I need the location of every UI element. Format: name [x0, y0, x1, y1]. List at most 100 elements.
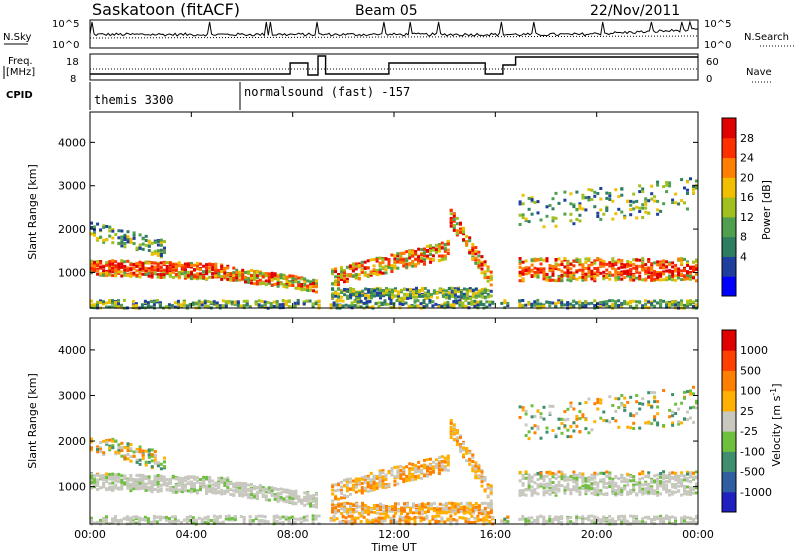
power-cell-1036 — [446, 252, 450, 255]
velocity-cell-1429 — [459, 443, 462, 447]
power-cell-1805 — [638, 258, 642, 262]
power-cell-921 — [402, 260, 406, 264]
velocity-cell-36 — [99, 476, 103, 480]
velocity-cell-2027 — [521, 408, 525, 412]
velocity-cell-658 — [315, 496, 318, 500]
velocity-cell-1925 — [665, 486, 669, 490]
power-cell-1607 — [569, 279, 573, 283]
nsky-tick-top: 10^5 — [52, 19, 79, 30]
power-cell-499 — [261, 272, 265, 276]
velocity-cell-1048 — [440, 466, 444, 470]
velocity-cell-711 — [123, 445, 127, 449]
power-cell-1057 — [337, 294, 341, 298]
power-cell-1204 — [412, 292, 415, 296]
velocity-cell-1592 — [545, 470, 549, 474]
velocity-cell-904 — [381, 469, 385, 473]
velocity-cell-1129 — [361, 512, 365, 516]
power-cell-902 — [393, 266, 397, 270]
power-cell-100 — [120, 265, 124, 269]
power-cell-1554 — [548, 267, 552, 271]
velocity-cell-1831 — [629, 475, 633, 479]
power-cell-2311 — [260, 304, 264, 308]
power-cell-517 — [267, 277, 271, 281]
power-cell-2084 — [644, 206, 648, 210]
power-cell-1749 — [620, 262, 624, 266]
power-cell-2013 — [575, 207, 579, 211]
velocity-cell-596 — [291, 500, 295, 504]
power-cell-1698 — [602, 274, 606, 278]
power-cell-285 — [183, 265, 187, 269]
power-cell-1748 — [620, 259, 624, 262]
velocity-cell-2015 — [695, 470, 698, 474]
velocity-cell-253 — [171, 474, 175, 478]
power-cell-357 — [211, 275, 215, 279]
power-cell-901 — [393, 257, 397, 261]
velocity-cell-723 — [129, 447, 133, 451]
velocity-cell-1258 — [420, 504, 424, 508]
velocity-cell-392 — [217, 490, 221, 494]
power-cell-2705 — [674, 303, 677, 307]
velocity-cell-1975 — [680, 478, 684, 482]
power-cell-851 — [372, 258, 376, 261]
velocity-cell-778 — [163, 456, 166, 460]
velocity-cell-2080 — [572, 429, 576, 433]
power-cell-2097 — [656, 183, 660, 187]
power-cell-1988 — [539, 218, 543, 222]
power-cell-1311 — [459, 294, 463, 298]
power-cell-2230 — [182, 303, 186, 307]
power-cell-112 — [126, 259, 130, 263]
power-heatmap — [90, 177, 698, 310]
velocity-cell-1511 — [489, 487, 493, 491]
power-cell-7 — [90, 263, 93, 267]
power-cell-6 — [90, 266, 93, 270]
power-cell-683 — [120, 240, 124, 244]
power-cell-2310 — [260, 299, 264, 303]
velocity-cell-1280 — [432, 509, 436, 513]
power-cell-73 — [111, 262, 115, 266]
power-cell-2338 — [281, 302, 285, 306]
velocity-cell-2099 — [593, 420, 597, 424]
power-cell-420 — [232, 274, 236, 277]
velocity-cell-572 — [282, 497, 286, 501]
velocity-cell-1064 — [446, 457, 450, 461]
velocity-cell-917 — [384, 473, 388, 477]
velocity-cell-565 — [279, 487, 283, 491]
velocity-cell-1904 — [656, 480, 660, 484]
power-cell-1532 — [539, 269, 543, 272]
velocity-cell-884 — [372, 477, 376, 481]
velocity-cell-1822 — [626, 492, 630, 496]
power-cell-155 — [141, 272, 145, 276]
power-cell-2513 — [473, 299, 477, 303]
power-cell-935 — [408, 256, 412, 260]
velocity-cell-73 — [111, 472, 115, 476]
power-cell-505 — [264, 283, 268, 287]
power-cell-896 — [390, 264, 394, 268]
velocity-cell-1423 — [455, 436, 459, 440]
power-cell-614 — [303, 283, 307, 287]
power-cell-2141 — [99, 299, 102, 303]
velocity-cell-1853 — [638, 481, 642, 485]
power-cell-1504 — [530, 269, 534, 273]
velocity-cell-931 — [393, 465, 397, 469]
power-cell-784 — [343, 277, 346, 281]
velocity-cell-2168 — [662, 424, 666, 427]
velocity-cell-426 — [229, 481, 233, 485]
power-cell-1711 — [608, 277, 612, 281]
velocity-cell-648 — [309, 495, 313, 499]
velocity-cell-856 — [363, 486, 367, 490]
power-cell-1250 — [432, 291, 436, 295]
velocity-cell-677 — [99, 447, 103, 451]
velocity-cell-209 — [156, 490, 160, 493]
power-cell-2011 — [575, 217, 579, 221]
power-cell-2060 — [623, 216, 627, 220]
velocity-cell-2169 — [668, 408, 672, 412]
velocity-cell-309 — [190, 490, 193, 494]
power-cell-2322 — [269, 302, 273, 306]
velocity-cell-2053 — [548, 411, 552, 415]
power-cell-876 — [381, 258, 385, 262]
power-cell-1121 — [370, 292, 373, 296]
power-cell-2010 — [572, 205, 576, 209]
velocity-cell-310 — [190, 486, 193, 490]
velocity-cell-967 — [408, 475, 412, 479]
power-cell-681 — [120, 238, 124, 242]
